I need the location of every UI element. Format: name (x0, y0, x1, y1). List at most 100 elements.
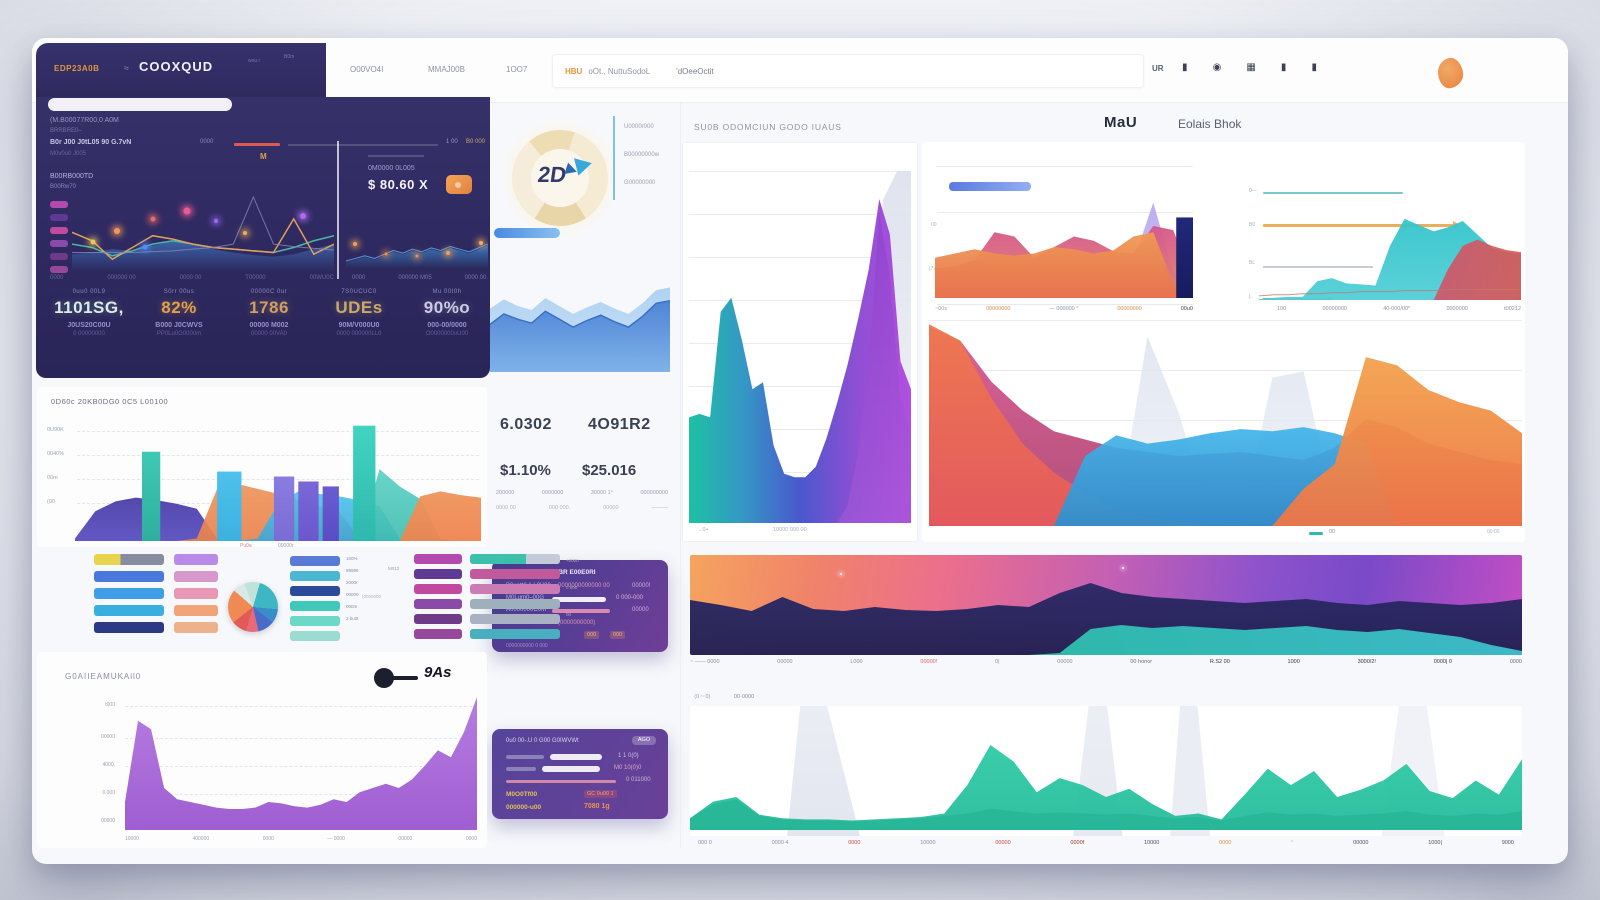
legend-label: 0 000 (566, 585, 578, 590)
mid-bar-area-chart (75, 417, 481, 541)
swatch (290, 631, 340, 641)
dark-kpi-panel: (M.B00077R00,0 A0M BRRBRE0– B0r J00 J0tL… (36, 97, 490, 378)
legend-title: B00RB000TD (50, 173, 94, 180)
kpi-top-label: S0rr 00us (163, 289, 195, 295)
panel-divider (337, 141, 339, 279)
axis-label: 000000 M05 (398, 275, 432, 281)
purple-area-chart (125, 690, 477, 830)
swatch (94, 571, 164, 582)
gauge-axis-line (613, 116, 615, 200)
mini-legend-swatches (50, 201, 68, 273)
logo-separator: ≈ (124, 63, 129, 73)
card2-r5-label: 000000-u00 (506, 804, 542, 811)
bl-ylabel-5: 00000 (101, 818, 115, 824)
nav-item-3[interactable]: 1OO7 (506, 65, 528, 74)
column-divider (680, 102, 681, 848)
axis-label: 000000 00 (107, 275, 136, 281)
swatch (414, 584, 462, 594)
chart-b-teal-line (1263, 192, 1403, 194)
card1-r1-mid: 0000000000000 00 (558, 583, 610, 589)
axis-label: ~00s (935, 306, 948, 312)
axis-label: 00000000 (985, 306, 1011, 312)
panel-line1: (M.B00077R00,0 A0M (50, 117, 119, 124)
data-point-dot (90, 239, 96, 245)
bottom-left-panel: G0AIIEAMUKAll0 9As t000 00000 4000. 0 00… (37, 652, 487, 848)
swatch (174, 571, 218, 582)
user-badge[interactable]: UR (1152, 64, 1164, 73)
gauge-legend-3: G00000000 (624, 180, 656, 186)
stat-value-1: 6.0302 (500, 416, 552, 433)
bl-ylabel-2: 00000 (101, 734, 115, 740)
kpi-value: 82% (161, 298, 197, 317)
bottom-x-axis: 000 0 0000 4 0000 10000 00000 0000f 10000 0000 °… (698, 840, 1514, 846)
card2-r1-bar (506, 755, 544, 759)
axis-label: T00000 (245, 275, 266, 281)
data-point-dot (150, 216, 156, 222)
mid-ylabel-3: 00m (47, 475, 58, 481)
meta-mid: 0000 (200, 139, 214, 145)
axis-label: 000 0 (698, 840, 712, 846)
stat-footnote: 00000 (603, 505, 619, 511)
axis-label: 00000! (920, 659, 938, 665)
card2-pill[interactable]: AGO (632, 736, 656, 745)
kpi-sub2: 0 00000000 (73, 331, 105, 337)
section-title: SU0B ODOMCIUN GODO IUAUS (694, 122, 842, 132)
toggle-stem[interactable] (392, 676, 418, 680)
sparkle-dot (1122, 567, 1124, 569)
right-dash (368, 155, 424, 157)
logo-chip[interactable]: EDP23A0B ≈ COOXQUD wou r B0m (36, 43, 326, 102)
axis-label: 0000f (1070, 840, 1085, 846)
toolbar-icon[interactable]: ▦ (1246, 62, 1256, 73)
grid-line (125, 794, 477, 795)
data-point-dot (299, 212, 306, 219)
toolbar-icons[interactable]: ▮ ◉ ▦ ▮ ▮ (1182, 62, 1317, 73)
chart-b-orange-line (1263, 224, 1455, 227)
wallet-icon[interactable] (446, 175, 472, 194)
gauge-legend-1: U0000r000 (624, 124, 654, 130)
axis-label: 0000 (465, 836, 477, 842)
pie-legend-labels: 100% 99995 2000r 00000 000m 2 bu0t (346, 556, 380, 621)
data-point-dot (113, 227, 120, 234)
toolbar-icon[interactable]: ◉ (1212, 62, 1222, 73)
card1-r4-value: (0000000000) (558, 620, 596, 626)
stat-small-row-2: 0000 00 000 000. 00000 ——— (496, 505, 668, 511)
kpi-top-label: Mu 00t0h (432, 289, 462, 295)
chart-a-ylabel-1: 00 (931, 222, 937, 228)
toolbar-icon[interactable]: ▮ (1280, 62, 1287, 73)
swatch (50, 227, 68, 234)
swatch (50, 240, 68, 247)
swatch (414, 569, 462, 579)
swatch (290, 616, 340, 626)
axis-label: t00212 (1504, 306, 1521, 312)
axis-label: 00000 (777, 659, 793, 665)
swatch (470, 599, 560, 609)
search-input[interactable]: HBU oOt., NuttuSodoL 'dOeeOctit (552, 54, 1144, 88)
data-point-dot (446, 251, 451, 256)
axis-label: 00000 (1057, 659, 1073, 665)
mini-search-pill[interactable] (48, 98, 232, 111)
chart-b-ylabel-4: L (1249, 294, 1252, 300)
mid-panel-title: 0D60c 20KB0DG0 0C5 L00100 (51, 397, 169, 406)
axis-label: 00000 (1353, 840, 1369, 846)
axis-label: 10000 (1143, 840, 1160, 846)
nav-item-1[interactable]: O00VO4I (350, 65, 384, 74)
toggle-knob[interactable] (374, 668, 394, 688)
gauge-legend-2: B00000000w (624, 152, 660, 158)
data-point-dot (352, 241, 357, 246)
stat-footnote: 0000000 (541, 490, 564, 496)
nav-item-2[interactable]: MMAJ00B (428, 65, 465, 74)
bottom-header-icons[interactable]: ⟨0 ~ 0⟩ (694, 694, 711, 700)
axis-label: — 0000 (327, 836, 345, 842)
chart-a-x-axis: ~00s 00000000 — 000000 ° 00000000 00u0 (935, 306, 1193, 312)
card2-r1-progress (550, 754, 602, 760)
toggle-label[interactable]: 9As (424, 664, 452, 681)
axis-label: 0000 00 (179, 275, 202, 281)
axis-label: 00000 (398, 836, 413, 842)
large-legend-dash (1309, 532, 1323, 535)
card2-title: 0u0 00-.U 0 G00 G0IWVWt (506, 738, 579, 744)
card1-r3-label: A0000000C0M (506, 607, 547, 613)
toolbar-icon[interactable]: ▮ (1311, 62, 1317, 73)
toolbar-icon[interactable]: ▮ (1182, 62, 1188, 73)
stat-footnote: 0000 00 (496, 505, 516, 511)
axis-label: L000 (850, 659, 863, 665)
